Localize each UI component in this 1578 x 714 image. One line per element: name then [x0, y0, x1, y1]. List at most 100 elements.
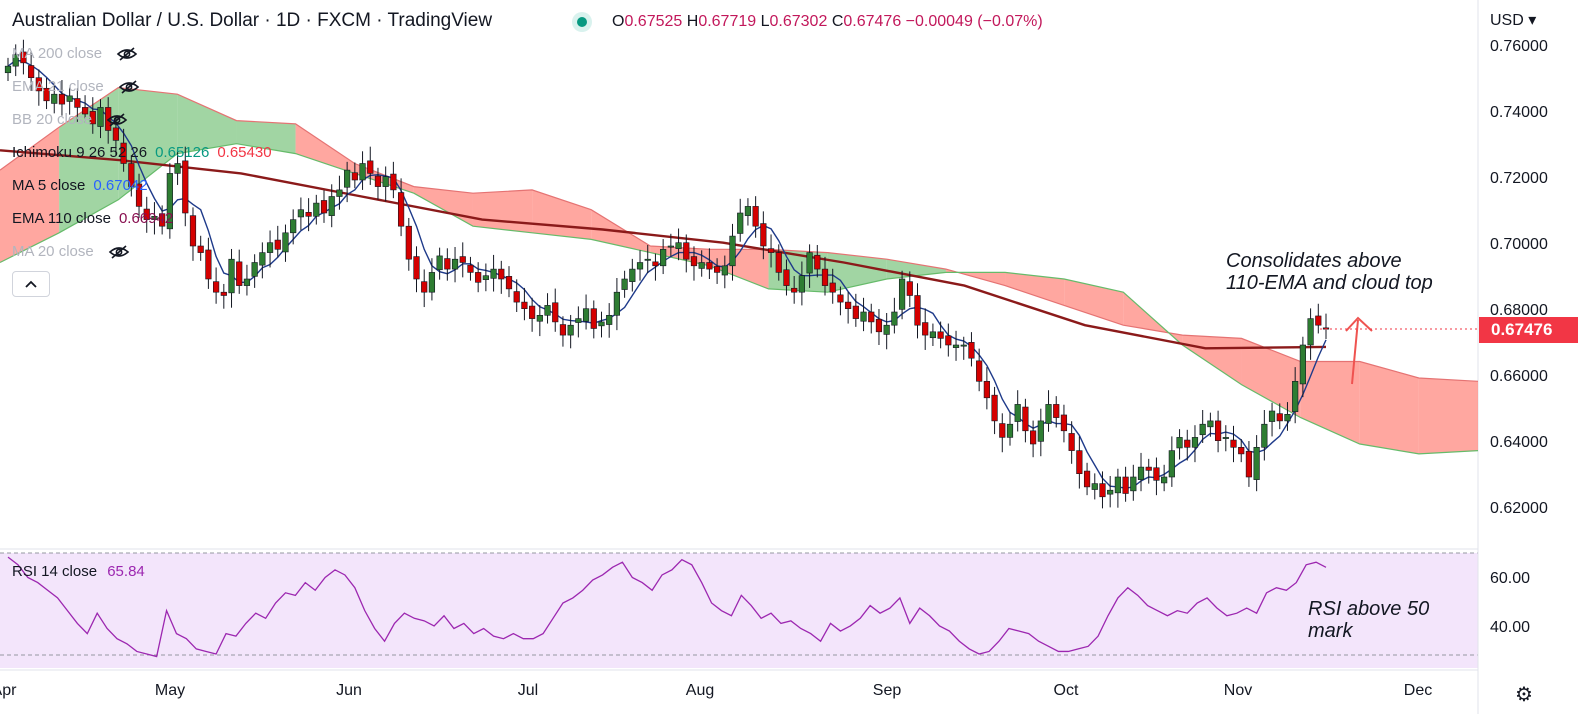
- candle-body: [721, 265, 728, 276]
- candle-body: [197, 245, 204, 253]
- candle-body: [852, 305, 859, 319]
- price-tick: 0.74000: [1490, 104, 1548, 121]
- candle-body: [1261, 423, 1268, 448]
- gear-icon[interactable]: ⚙: [1515, 684, 1533, 706]
- candle-body: [1099, 483, 1106, 498]
- cloud-span-a: [0, 86, 1479, 382]
- candle-body: [305, 212, 312, 217]
- legend-ema21[interactable]: EMA 21 close: [12, 78, 140, 95]
- candle-body: [1191, 437, 1199, 448]
- candle-body: [976, 360, 983, 382]
- candle-body: [1153, 467, 1160, 481]
- candle-body: [1284, 413, 1291, 422]
- symbol-title[interactable]: Australian Dollar / U.S. Dollar · 1D · F…: [12, 10, 493, 31]
- candle-body: [374, 175, 382, 187]
- candle-body: [344, 169, 351, 188]
- candle-body: [1130, 476, 1137, 492]
- candle-body: [367, 160, 374, 174]
- candle-body: [482, 275, 489, 280]
- high-label: H: [686, 13, 699, 30]
- candle-body: [1122, 476, 1129, 494]
- time-tick: Oct: [1053, 682, 1079, 699]
- time-tick: Nov: [1223, 682, 1253, 699]
- candle-body: [1315, 315, 1322, 326]
- candle-body: [729, 235, 736, 267]
- trend-arrow-head: [1345, 316, 1373, 332]
- candle-body: [629, 268, 636, 282]
- ohlc-readout: O0.67525 H0.67719 L0.67302 C0.67476 −0.0…: [612, 13, 1043, 31]
- candle-body: [667, 245, 674, 248]
- candle-body: [1214, 420, 1222, 441]
- legend-ma5[interactable]: MA 5 close 0.67042: [12, 177, 148, 194]
- candle-body: [266, 242, 274, 253]
- candle-body: [991, 394, 998, 422]
- eye-off-icon[interactable]: [106, 112, 128, 128]
- candle-body: [1137, 466, 1145, 480]
- candle-body: [290, 219, 297, 234]
- market-status-icon[interactable]: [572, 12, 592, 32]
- candle-body: [1114, 476, 1121, 494]
- time-tick: Sep: [872, 682, 902, 699]
- eye-off-icon[interactable]: [118, 79, 140, 95]
- candle-body: [891, 311, 898, 326]
- candle-body: [89, 111, 96, 125]
- candle-body: [421, 281, 428, 293]
- legend-ma200[interactable]: MA 200 close: [12, 45, 138, 62]
- candle-body: [1276, 413, 1283, 422]
- candle-body: [390, 173, 397, 191]
- trend-arrow[interactable]: [1345, 316, 1373, 385]
- candle-body: [282, 232, 289, 253]
- candle-body: [243, 278, 251, 286]
- candle-body: [259, 252, 266, 266]
- collapse-legend-button[interactable]: [12, 271, 50, 297]
- candle-body: [351, 172, 358, 181]
- annotation-line: RSI above 50: [1308, 598, 1430, 620]
- candle-body: [4, 65, 12, 74]
- cloud-segment: [1418, 378, 1478, 454]
- eye-off-icon[interactable]: [116, 46, 138, 62]
- ma5-line: [7, 59, 1327, 489]
- candle-body: [606, 314, 613, 325]
- candle-body: [1299, 344, 1306, 385]
- candle-body: [166, 173, 173, 230]
- candle-body: [675, 242, 682, 249]
- candle-body: [860, 311, 867, 322]
- candle-body: [313, 202, 320, 217]
- legend-ichimoku[interactable]: Ichimoku 9 26 52 26 0.65126 0.65430: [12, 144, 272, 161]
- candle-body: [20, 51, 27, 64]
- candle-body: [945, 335, 952, 346]
- candle-body: [151, 216, 158, 220]
- candle-body: [883, 324, 890, 335]
- low-value: 0.67302: [769, 13, 828, 30]
- candle-body: [297, 209, 304, 218]
- candle-body: [1245, 450, 1253, 478]
- legend-ema110[interactable]: EMA 110 close 0.66942: [12, 210, 173, 227]
- eye-off-icon[interactable]: [108, 244, 130, 260]
- candle-body: [929, 331, 937, 339]
- candle-body: [505, 276, 513, 290]
- currency-selector[interactable]: USD ▾: [1490, 10, 1536, 30]
- cloud-segment: [709, 249, 769, 289]
- annotation-rsi[interactable]: RSI above 50 mark: [1308, 598, 1429, 642]
- candle-body: [660, 249, 667, 267]
- legend-bb20[interactable]: BB 20 close: [12, 111, 128, 128]
- chevron-up-icon: [25, 280, 37, 288]
- annotation-line: Consolidates above: [1226, 250, 1402, 272]
- annotation-line: 110-EMA and cloud top: [1226, 272, 1433, 294]
- candle-body: [490, 268, 497, 279]
- candle-body: [983, 380, 990, 399]
- candle-body: [737, 212, 744, 234]
- rsi-legend[interactable]: RSI 14 close 65.84: [12, 563, 145, 580]
- rsi-line: [7, 556, 1327, 658]
- candle-body: [1107, 489, 1114, 495]
- candle-body: [559, 324, 567, 336]
- candle-body: [1068, 433, 1075, 451]
- legend-ma20[interactable]: MA 20 close: [12, 243, 130, 260]
- candle-body: [644, 258, 651, 261]
- annotation-main[interactable]: Consolidates above 110-EMA and cloud top: [1226, 250, 1433, 294]
- cloud-segment: [177, 94, 237, 154]
- candle-body: [274, 239, 281, 250]
- candle-body: [51, 93, 58, 104]
- cloud-segment: [0, 127, 60, 263]
